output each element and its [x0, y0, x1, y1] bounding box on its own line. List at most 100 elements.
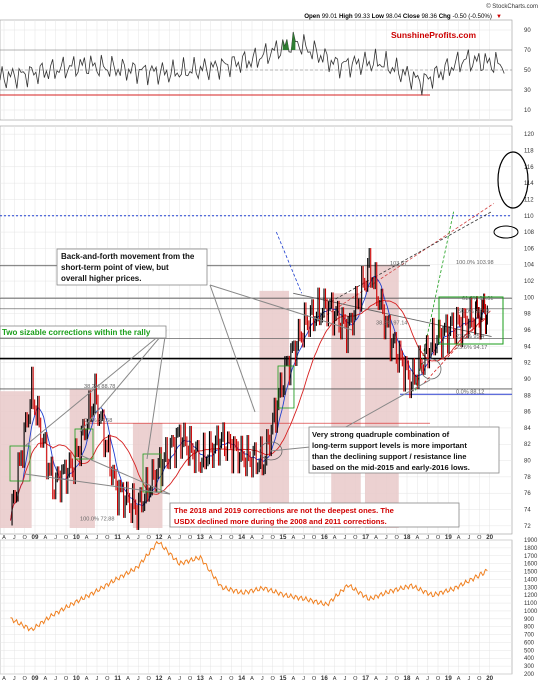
- x-tick-34-1: O: [353, 676, 358, 682]
- price-tick-106: 106: [524, 246, 535, 252]
- x-tick-45-1: J: [468, 676, 471, 682]
- gold-tick-1400: 1400: [524, 577, 538, 583]
- gold-tick-1800: 1800: [524, 546, 538, 552]
- recent-range-box: [438, 296, 504, 345]
- x-tick-labels: AAJJOO0909AAJJOO1010AAJJOO1111AAJJOO1212…: [2, 534, 494, 682]
- svg-text:short-term point of view, but: short-term point of view, but: [61, 263, 169, 272]
- rsi-tick-50: 50: [524, 68, 531, 74]
- x-tick-11-1: 11: [114, 675, 121, 682]
- trend-red-2018: [423, 309, 492, 384]
- fib-label-f236b: 23.6% 94.17: [456, 345, 487, 351]
- svg-text:long-term support levels is mo: long-term support levels is more importa…: [312, 441, 467, 450]
- price-tick-110: 110: [524, 214, 534, 220]
- price-tick-92: 92: [524, 361, 531, 367]
- x-tick-15-1: 12: [156, 675, 163, 682]
- fib-label-f0_old: 0.0% 84.58: [84, 418, 112, 424]
- x-tick-17-0: J: [178, 535, 181, 541]
- x-tick-41-1: J: [426, 676, 429, 682]
- svg-text:USDX declined more during the: USDX declined more during the 2008 and 2…: [174, 517, 387, 526]
- x-tick-37-0: J: [385, 535, 388, 541]
- fib-label-f500: 50.0% 98.58: [458, 309, 489, 315]
- x-tick-45-0: J: [468, 535, 471, 541]
- fib-label-f100_top: 100.0% 103.98: [456, 260, 494, 266]
- annotation-two-corrections: Two sizable corrections within the rally: [0, 325, 167, 339]
- x-tick-16-1: A: [167, 676, 171, 682]
- price-tick-102: 102: [524, 279, 535, 285]
- x-tick-26-0: O: [270, 535, 275, 541]
- gold-tick-1200: 1200: [524, 593, 538, 599]
- x-tick-30-1: O: [312, 676, 317, 682]
- gold-tick-900: 900: [524, 617, 535, 623]
- x-tick-42-1: O: [436, 676, 441, 682]
- x-tick-31-1: 16: [321, 675, 328, 682]
- x-tick-1-0: J: [13, 535, 16, 541]
- x-tick-24-1: A: [250, 676, 254, 682]
- x-tick-42-0: O: [436, 535, 441, 541]
- rsi-overbought-fill: [282, 32, 296, 50]
- correction-box-2010: [74, 428, 94, 460]
- x-tick-21-1: J: [220, 676, 223, 682]
- chg-down-icon: ▼: [496, 14, 502, 20]
- x-tick-29-1: J: [302, 676, 305, 682]
- x-tick-6-0: O: [64, 535, 69, 541]
- price-tick-74: 74: [524, 508, 531, 514]
- x-tick-6-1: O: [64, 676, 69, 682]
- fib-label-f236a: 23.6% 95.4: [456, 334, 484, 340]
- x-tick-44-1: A: [457, 676, 461, 682]
- x-tick-19-1: 13: [197, 675, 204, 682]
- x-tick-0-0: A: [2, 535, 6, 541]
- annotation-ellipse-top: [497, 151, 529, 209]
- price-tick-84: 84: [524, 426, 531, 432]
- annotation-circle-2018: [420, 358, 442, 380]
- price-tick-114: 114: [524, 181, 534, 187]
- x-tick-31-0: 16: [321, 534, 328, 541]
- svg-text:than the declining support / r: than the declining support / resistance …: [312, 452, 466, 461]
- gold-tick-1600: 1600: [524, 562, 538, 568]
- x-tick-7-1: 10: [73, 675, 80, 682]
- x-tick-47-1: 20: [486, 675, 493, 682]
- x-tick-7-0: 10: [73, 534, 80, 541]
- fib-labels: 100.0% 103.98 103.87 61.8% 99.91 50.0% 98.5…: [40, 260, 494, 523]
- watermark: SunshineProfits.com: [391, 30, 476, 40]
- gold-tick-1100: 1100: [524, 601, 538, 607]
- price-tick-96: 96: [524, 328, 531, 334]
- gold-tick-1500: 1500: [524, 570, 538, 576]
- price-tick-88: 88: [524, 393, 531, 399]
- x-tick-0-1: A: [2, 676, 6, 682]
- x-tick-36-1: A: [374, 676, 378, 682]
- x-tick-22-0: O: [229, 535, 234, 541]
- price-tick-112: 112: [524, 197, 534, 203]
- svg-text:overall higher prices.: overall higher prices.: [61, 274, 141, 283]
- x-tick-12-1: A: [126, 676, 130, 682]
- x-tick-2-0: O: [22, 535, 27, 541]
- x-tick-36-0: A: [374, 535, 378, 541]
- x-tick-8-1: A: [85, 676, 89, 682]
- price-tick-98: 98: [524, 312, 531, 318]
- x-tick-32-1: A: [333, 676, 337, 682]
- x-tick-19-0: 13: [197, 534, 204, 541]
- price-tick-120: 120: [524, 132, 535, 138]
- gold-tick-700: 700: [524, 633, 535, 639]
- svg-text:based on the mid-2015 and earl: based on the mid-2015 and early-2016 low…: [312, 463, 470, 472]
- trend-blue-2015: [276, 231, 303, 294]
- x-tick-23-1: 14: [238, 675, 245, 682]
- price-tick-116: 116: [524, 165, 534, 171]
- svg-text:Back-and-forth movement from t: Back-and-forth movement from the: [61, 252, 195, 261]
- x-tick-33-0: J: [344, 535, 347, 541]
- annotation-back-and-forth: Back-and-forth movement from the short-t…: [56, 248, 208, 286]
- x-tick-46-1: O: [477, 676, 482, 682]
- x-tick-20-0: A: [209, 535, 213, 541]
- annotation-quadruple-support: Very strong quadruple combination of lon…: [308, 426, 500, 474]
- x-tick-21-0: J: [220, 535, 223, 541]
- correction-box-2008: [9, 445, 31, 482]
- x-tick-41-0: J: [426, 535, 429, 541]
- price-tick-118: 118: [524, 148, 534, 154]
- price-tick-100: 100: [524, 295, 535, 301]
- x-tick-26-1: O: [270, 676, 275, 682]
- x-tick-35-0: 17: [362, 534, 369, 541]
- usd-index-series: [11, 248, 488, 530]
- gold-line: [10, 540, 488, 632]
- rsi-tick-70: 70: [524, 48, 531, 54]
- x-tick-44-0: A: [457, 535, 461, 541]
